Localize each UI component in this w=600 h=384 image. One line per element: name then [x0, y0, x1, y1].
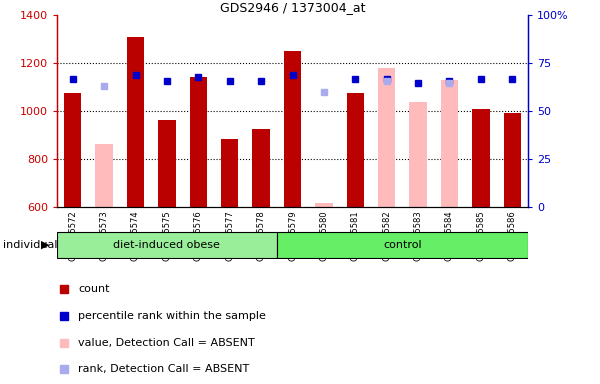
Bar [347, 93, 364, 207]
Bar [95, 144, 113, 207]
Bar [190, 76, 207, 207]
Bar [64, 93, 82, 207]
Text: diet-induced obese: diet-induced obese [113, 240, 220, 250]
Bar [253, 129, 270, 207]
Text: ▶: ▶ [41, 240, 49, 250]
Title: GDS2946 / 1373004_at: GDS2946 / 1373004_at [220, 1, 365, 14]
Text: control: control [383, 240, 422, 250]
Text: percentile rank within the sample: percentile rank within the sample [78, 311, 266, 321]
Bar [284, 51, 301, 207]
Bar [378, 68, 395, 207]
Bar [472, 109, 490, 207]
Bar [127, 37, 144, 207]
Bar [503, 113, 521, 207]
Bar [57, 232, 277, 258]
Bar [441, 80, 458, 207]
Text: rank, Detection Call = ABSENT: rank, Detection Call = ABSENT [78, 364, 250, 374]
Text: count: count [78, 284, 110, 294]
Bar [158, 120, 176, 207]
Bar [221, 139, 238, 207]
Text: value, Detection Call = ABSENT: value, Detection Call = ABSENT [78, 338, 255, 348]
Bar [315, 203, 332, 207]
Text: individual: individual [3, 240, 58, 250]
Bar [277, 232, 528, 258]
Bar [409, 102, 427, 207]
